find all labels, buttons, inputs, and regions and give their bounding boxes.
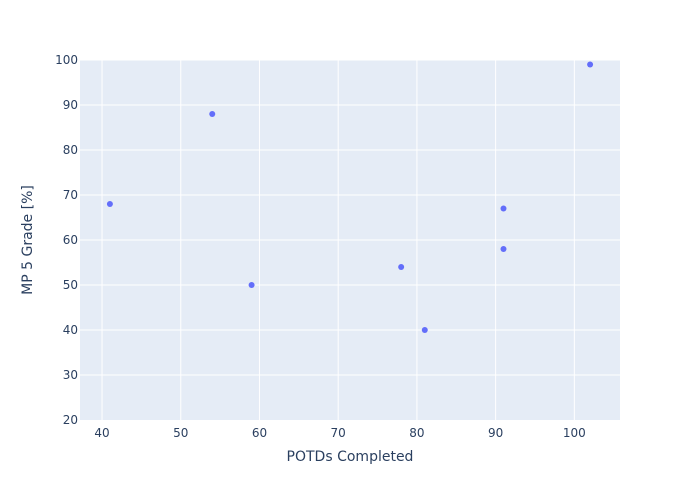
x-tick-label: 90	[488, 426, 503, 440]
scatter-point	[398, 264, 405, 270]
scatter-point	[500, 205, 507, 212]
y-tick-label: 50	[63, 278, 78, 292]
x-tick-label: 60	[252, 426, 267, 440]
scatter-point	[209, 111, 216, 117]
x-axis-title: POTDs Completed	[287, 449, 414, 465]
y-tick-label: 30	[63, 368, 78, 382]
y-tick-label: 90	[63, 98, 78, 112]
x-tick-labels: 40 50 60 70 80 90 100	[94, 426, 585, 440]
x-tick-label: 50	[173, 426, 188, 440]
x-tick-label: 70	[331, 426, 346, 440]
scatter-point	[248, 282, 255, 288]
y-tick-labels: 20 30 40 50 60 70 80 90 100	[55, 53, 78, 427]
scatter-point	[421, 327, 428, 333]
scatter-points	[106, 61, 594, 333]
x-tick-label: 40	[94, 426, 109, 440]
x-tick-label: 100	[563, 426, 586, 440]
y-axis-title: MP 5 Grade [%]	[20, 185, 36, 295]
y-tick-label: 20	[63, 413, 78, 427]
y-tick-label: 100	[55, 53, 78, 67]
y-gridlines	[80, 59, 620, 376]
x-tick-label: 80	[409, 426, 424, 440]
scatter-point	[106, 201, 113, 207]
y-tick-label: 70	[63, 188, 78, 202]
scatter-point	[500, 246, 507, 252]
y-tick-label: 60	[63, 233, 78, 247]
y-tick-label: 40	[63, 323, 78, 337]
scatter-point	[587, 61, 594, 68]
y-tick-label: 80	[63, 143, 78, 157]
